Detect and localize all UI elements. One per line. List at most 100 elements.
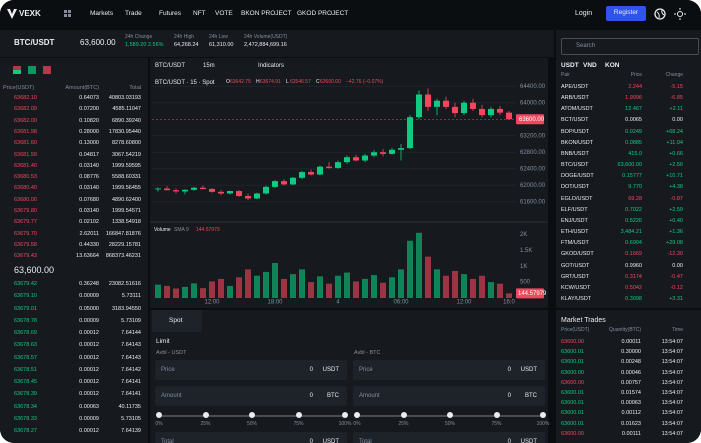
bid-cell: 63678.45 [14,379,37,385]
slider-step[interactable] [156,412,162,418]
market-pair[interactable]: ATOM/USDT [561,106,593,113]
slider-step[interactable] [540,412,546,418]
amount-input[interactable] [155,386,347,406]
market-pair[interactable]: GKOD/USDT [561,251,594,258]
interval-button[interactable]: 15m [203,63,215,69]
globe-icon[interactable] [654,8,666,20]
stat-label: 24h Change [125,34,153,40]
login-button[interactable]: Login [575,10,593,17]
price-input[interactable] [353,360,545,380]
ask-cell: 63680.40 [14,185,37,192]
market-pair[interactable]: BOP/USDT [561,128,590,135]
nav-item[interactable]: NFT [193,10,206,17]
market-pair[interactable]: ENJ/USDT [561,217,588,224]
amount-input[interactable] [353,386,545,406]
volume-bar [497,283,503,298]
price-input[interactable] [155,360,347,380]
search-placeholder[interactable]: Search [576,43,596,49]
market-pair[interactable]: ETH/USDT [561,229,589,236]
market-tab[interactable]: VND [583,62,597,69]
ask-cell: 0.03140 [79,208,99,214]
apps-icon[interactable] [64,10,74,18]
nav-item[interactable]: Markets [90,10,114,17]
bid-cell: 63678.78 [14,317,37,324]
candle-body [479,108,485,116]
slider-step[interactable] [400,412,407,418]
price-value: 0 [309,367,313,373]
total-input[interactable] [353,432,545,443]
volume-bar [308,282,314,298]
volume-bar [371,275,377,298]
trade-price: 63600.01 [561,390,584,396]
slider-step[interactable] [249,412,255,418]
slider-step-label: 0% [155,421,163,427]
market-tab[interactable]: KON [605,62,620,69]
nav-item[interactable]: VOTE [215,10,233,17]
market-pair[interactable]: GRT/USDT [561,273,590,280]
market-pair[interactable]: ELF/USDT [561,206,588,213]
volume-bar [416,232,422,298]
candle-body [371,152,377,156]
symbol-button[interactable]: BTC/USDT [155,63,185,69]
volume-bar [182,286,188,298]
market-pair[interactable]: FTM/USDT [561,240,589,247]
market-pair[interactable]: DOT/USDT [561,184,590,191]
total-label: Total [359,439,372,443]
nav-item[interactable]: Futures [159,10,182,17]
spot-tab-label[interactable]: Spot [169,317,183,324]
market-header: Pair [561,72,570,78]
ask-cell: 0.07680 [79,196,99,203]
orderbook-view-icons[interactable] [13,66,53,75]
market-pair[interactable]: EGLD/USDT [561,195,593,202]
candle-body [254,193,260,199]
volume-bar [200,288,206,298]
market-pair[interactable]: BCT/USDT [561,117,589,124]
market-pair[interactable]: GOT/USDT [561,262,590,269]
volume-bar [434,269,440,298]
slider-step[interactable] [447,412,453,418]
spot-tab[interactable] [152,310,202,332]
amount-value: 0 [309,393,313,399]
nav-item[interactable]: Trade [125,10,142,17]
nav-item[interactable]: GKOD PROJECT [297,10,349,17]
volume-bar [461,274,467,298]
nav-item[interactable]: BKON PROJECT [241,10,292,17]
sma-label: SMA 9 [174,227,189,233]
market-pair[interactable]: BKON/USDT [561,139,594,146]
ask-cell: 0.03140 [79,162,99,169]
sell-available: Avbl - BTC [354,350,381,356]
slider-step[interactable] [354,412,360,418]
total-input[interactable] [155,432,347,443]
candle-body [281,181,287,185]
candle-body [470,102,476,109]
slider-step[interactable] [342,412,348,418]
stat-label: 24h High [174,34,195,40]
market-pair[interactable]: BNB/USDT [561,150,589,157]
y-tick-label: 63200.00 [520,133,546,139]
slider-step[interactable] [295,412,302,418]
register-button[interactable] [606,6,646,21]
bid-cell: 0.00012 [79,428,99,434]
ask-cell: 0.13000 [79,140,99,147]
ask-cell: 0.07200 [79,106,99,113]
last-price: 63,600.00 [80,38,116,47]
y-tick-label: 64400.00 [520,84,546,90]
theme-icon[interactable] [674,8,686,20]
market-pair[interactable]: DOGE/USDT [561,173,594,180]
indicators-button[interactable]: Indicators [258,63,285,69]
market-pair[interactable]: KLAY/USDT [561,296,592,303]
market-pair[interactable]: APE/USDT [561,84,589,90]
volume-bar [344,272,350,298]
trade-qty: 0.00011 [621,339,641,345]
slider-step[interactable] [493,412,500,418]
market-tab[interactable]: USDT [561,62,579,69]
market-pair[interactable]: ARB/USDT [561,95,589,102]
market-pair[interactable]: KCW/USDT [561,284,591,291]
volume-bar [389,277,395,298]
register-label[interactable]: Register [613,9,639,16]
amount-value: 0 [507,393,511,399]
market-pair[interactable]: BTC/USDT [561,162,589,169]
slider-step[interactable] [202,412,209,418]
search-input[interactable] [561,38,699,55]
